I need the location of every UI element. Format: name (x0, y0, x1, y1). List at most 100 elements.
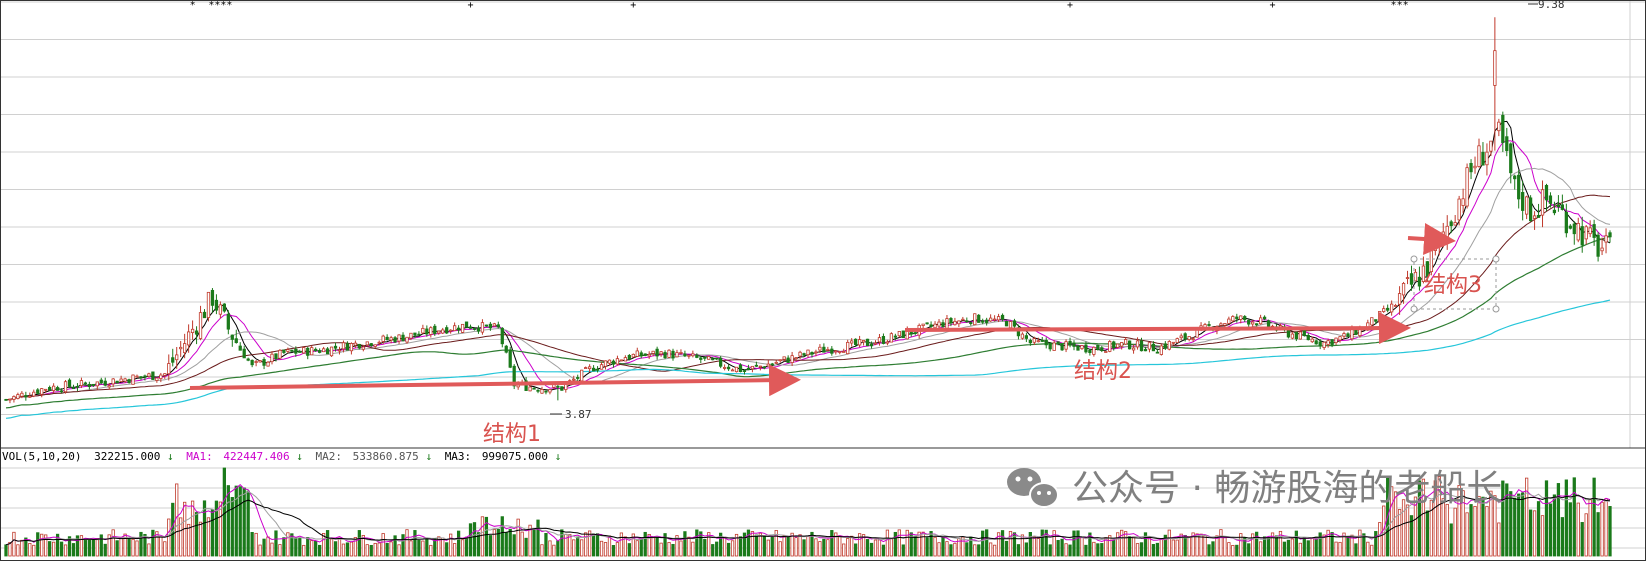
candle-body (623, 357, 627, 362)
volume-bar (1163, 534, 1167, 557)
volume-bar (190, 500, 195, 557)
candle-body (71, 387, 76, 390)
volume-bar (548, 540, 552, 557)
candle-body (40, 388, 44, 395)
candle-body (1139, 340, 1144, 352)
volume-bar (1088, 532, 1092, 557)
volume-bar (1326, 529, 1330, 557)
volume-bar (1227, 542, 1231, 557)
candle-body (1298, 331, 1302, 340)
candle-body (1330, 339, 1334, 346)
candle-body (476, 327, 481, 332)
volume-bar (1235, 544, 1239, 557)
ma3-value: 999075.000 (482, 450, 548, 463)
candle-body (298, 351, 302, 353)
candle-body (270, 353, 274, 363)
ma60-line (5, 235, 1611, 409)
candle-body (1501, 114, 1505, 143)
volume-bar (552, 544, 556, 557)
candle-body (171, 357, 175, 363)
candle-body (1346, 333, 1350, 337)
candle-body (449, 329, 453, 332)
volume-bar (369, 544, 373, 557)
candle-body (99, 379, 103, 383)
volume-bar (389, 541, 393, 557)
volume-bar (1270, 532, 1275, 557)
candle-body (1290, 333, 1295, 339)
volume-bar (179, 517, 183, 557)
volume-bar (1509, 491, 1513, 557)
volume-bar (643, 531, 647, 557)
volume-bar (445, 542, 449, 557)
volume-bar (1179, 533, 1183, 557)
volume-bar (8, 541, 12, 557)
volume-bar (1346, 536, 1350, 557)
volume-bar (1048, 544, 1052, 557)
candle-body (16, 394, 20, 399)
volume-bar (381, 533, 385, 557)
structure-1-arrow (189, 364, 801, 397)
candle-body (441, 329, 445, 334)
candle-body (1112, 341, 1116, 349)
candle-body (393, 337, 397, 343)
volume-bar (159, 535, 163, 557)
candle-body (262, 359, 266, 366)
volume-bar (1540, 515, 1545, 557)
candle-body (591, 367, 596, 372)
candle-body (762, 366, 766, 369)
volume-bar (782, 535, 786, 557)
volume-bar (51, 541, 56, 557)
volume-bar (1378, 522, 1382, 557)
candle-body (413, 332, 417, 336)
volume-bar (357, 530, 361, 557)
volume-bar (151, 529, 155, 557)
candle-body (599, 364, 604, 370)
volume-bar (778, 541, 782, 557)
volume-bar (1517, 493, 1521, 557)
candle-body (369, 343, 373, 347)
candle-body (992, 318, 997, 321)
candle-body (28, 395, 32, 398)
volume-bar (846, 538, 850, 557)
candle-body (1326, 340, 1330, 345)
candle-body (1044, 339, 1048, 346)
candle-body (810, 352, 814, 355)
volume-bar (806, 536, 810, 557)
volume-bar (667, 542, 671, 557)
candle-body (1100, 347, 1104, 351)
volume-bar (1120, 529, 1124, 557)
volume-bar (1437, 476, 1441, 557)
volume-bar (996, 532, 1001, 557)
candle-body (1461, 198, 1465, 206)
volume-bar (945, 541, 949, 557)
candle-body (1223, 323, 1227, 326)
candle-body (230, 334, 234, 340)
candle-body (703, 356, 707, 359)
volume-bar (885, 529, 890, 557)
candle-body (159, 374, 163, 379)
candle-body (1453, 222, 1457, 226)
volume-bar (1409, 515, 1414, 557)
volume-bar (1290, 538, 1295, 557)
volume-bar (1167, 529, 1171, 557)
candle-body (945, 318, 949, 329)
candle-body (341, 342, 346, 350)
volume-bar (206, 517, 211, 557)
volume-bar (1231, 544, 1235, 557)
volume-bar (774, 530, 778, 557)
candle-body (488, 323, 493, 329)
candle-body (500, 327, 504, 345)
ma1-value: 422447.406 (223, 450, 289, 463)
candle-body (548, 389, 552, 393)
volume-bar (659, 542, 663, 557)
volume-bar (1532, 510, 1537, 557)
candle-body (198, 312, 203, 339)
volume-bar (1362, 533, 1366, 557)
volume-bar (1374, 531, 1378, 557)
volume-bar (1453, 507, 1457, 557)
volume-bar (881, 544, 886, 557)
volume-bar (222, 467, 226, 557)
candle-body (377, 341, 381, 344)
candle-body (830, 348, 834, 354)
volume-bar (314, 540, 318, 557)
